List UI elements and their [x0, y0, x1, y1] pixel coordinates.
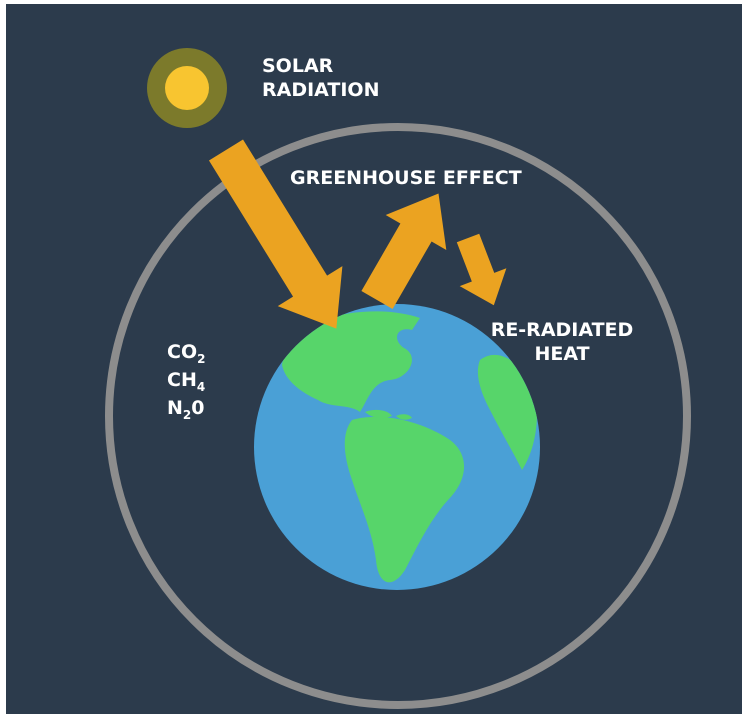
label: HEAT: [534, 343, 589, 365]
label: RE-RADIATED: [491, 319, 634, 341]
gas-sub: 2: [197, 352, 205, 366]
atmosphere: [105, 123, 691, 709]
gas: CO2: [167, 341, 205, 366]
gas-base: CH: [167, 369, 197, 391]
gas: CH4: [167, 369, 205, 394]
reradiated-arrow: [456, 233, 507, 306]
label: GREENHOUSE EFFECT: [290, 167, 522, 189]
outgoing-arrow: [361, 193, 447, 309]
gas-sub: 4: [197, 380, 205, 394]
label: SOLAR: [262, 55, 334, 77]
earth: [254, 304, 540, 590]
gas-sub: 2: [183, 408, 191, 422]
gas-base: CO: [167, 341, 197, 363]
gas-tail: 0: [191, 397, 204, 419]
incoming-arrow: [208, 139, 343, 329]
sun: [165, 66, 209, 110]
label: RADIATION: [262, 79, 380, 101]
gas: N20: [167, 397, 205, 422]
arrows: [208, 139, 507, 329]
gas-base: N: [167, 397, 183, 419]
